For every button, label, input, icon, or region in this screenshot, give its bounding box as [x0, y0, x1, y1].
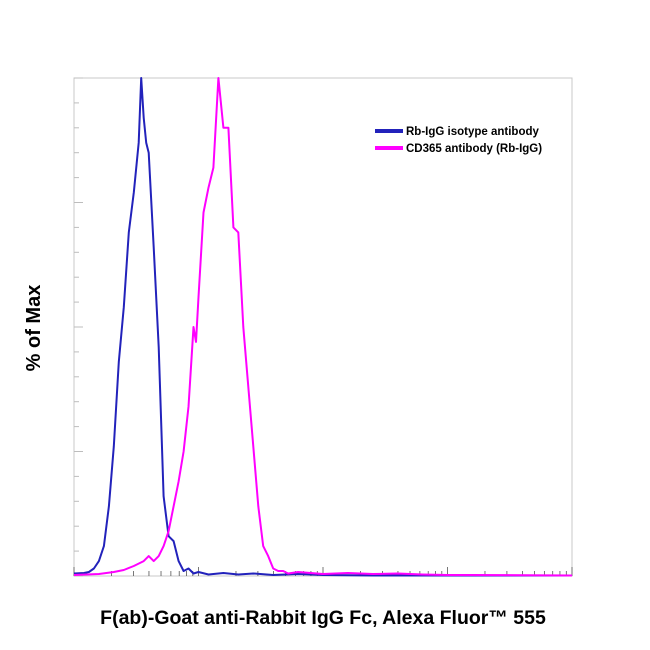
- legend-label-isotype: Rb-IgG isotype antibody: [406, 126, 539, 138]
- series-layer: [73, 77, 573, 577]
- x-axis-label: F(ab)-Goat anti-Rabbit IgG Fc, Alexa Flu…: [100, 607, 546, 629]
- series-line-cd365: [73, 77, 573, 577]
- series-line-isotype: [73, 77, 572, 577]
- legend: Rb-IgG isotype antibody CD365 antibody (…: [375, 126, 542, 155]
- y-axis-ticks: [74, 77, 83, 577]
- y-axis-label: % of Max: [23, 285, 45, 372]
- legend-label-cd365: CD365 antibody (Rb-IgG): [406, 143, 542, 155]
